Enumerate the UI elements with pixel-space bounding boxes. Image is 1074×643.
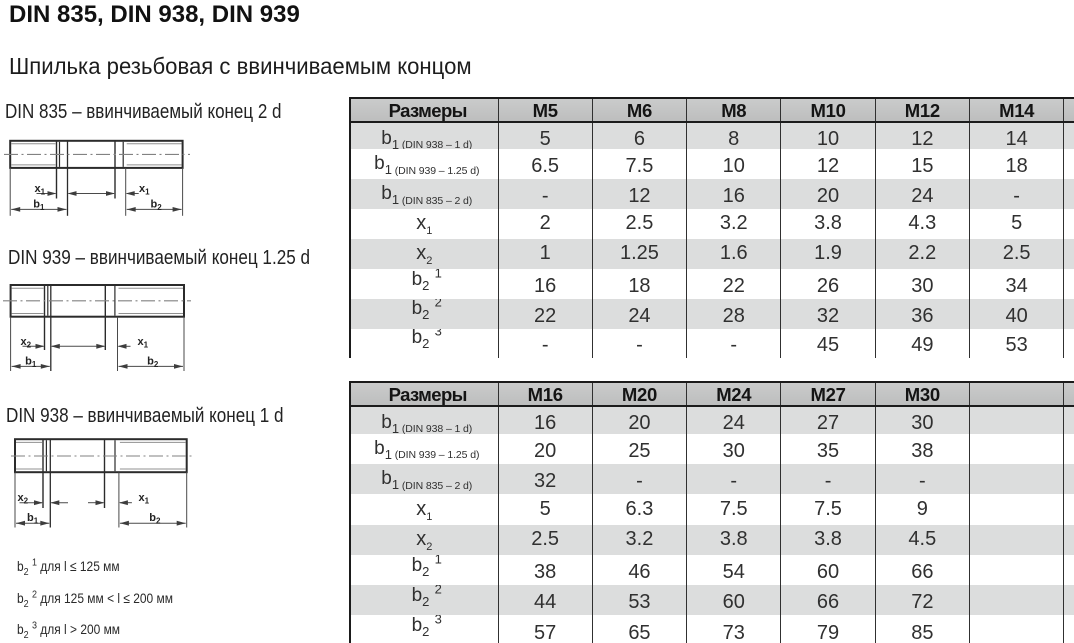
svg-text:x2: x2: [21, 336, 32, 350]
svg-text:b2: b2: [147, 355, 159, 369]
svg-text:x1: x1: [138, 336, 149, 350]
svg-text:b1: b1: [25, 355, 37, 369]
svg-text:x2: x2: [18, 492, 29, 506]
svg-text:b2: b2: [149, 512, 161, 526]
svg-text:b1: b1: [27, 512, 39, 526]
svg-text:x1: x1: [35, 183, 46, 197]
svg-text:b2: b2: [151, 198, 163, 212]
svg-text:b1: b1: [33, 198, 45, 212]
svg-text:x1: x1: [139, 492, 150, 506]
svg-text:x1: x1: [139, 183, 150, 197]
